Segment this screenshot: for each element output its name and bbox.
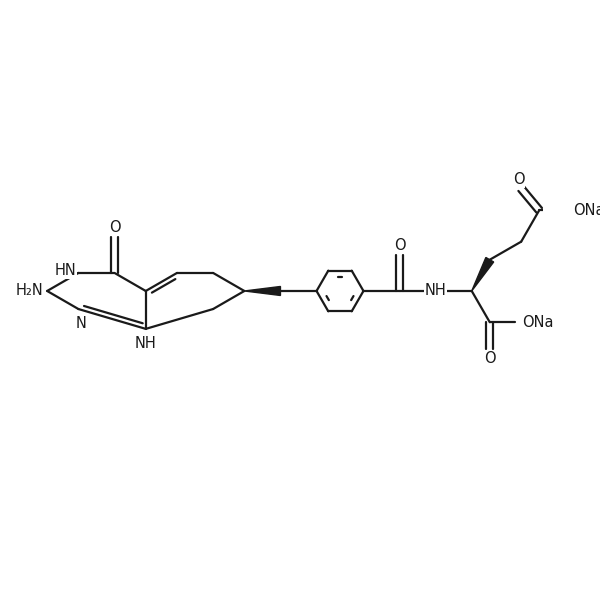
Text: O: O — [513, 172, 525, 187]
Polygon shape — [244, 286, 280, 295]
Text: O: O — [484, 351, 496, 366]
Text: O: O — [394, 238, 406, 253]
Polygon shape — [472, 257, 494, 291]
Text: ONa: ONa — [573, 203, 600, 218]
Text: HN: HN — [55, 263, 76, 278]
Text: N: N — [75, 316, 86, 331]
Text: NH: NH — [425, 283, 446, 298]
Text: ONa: ONa — [522, 315, 553, 330]
Text: NH: NH — [135, 335, 157, 350]
Text: O: O — [109, 220, 121, 235]
Text: H₂N: H₂N — [16, 283, 44, 298]
